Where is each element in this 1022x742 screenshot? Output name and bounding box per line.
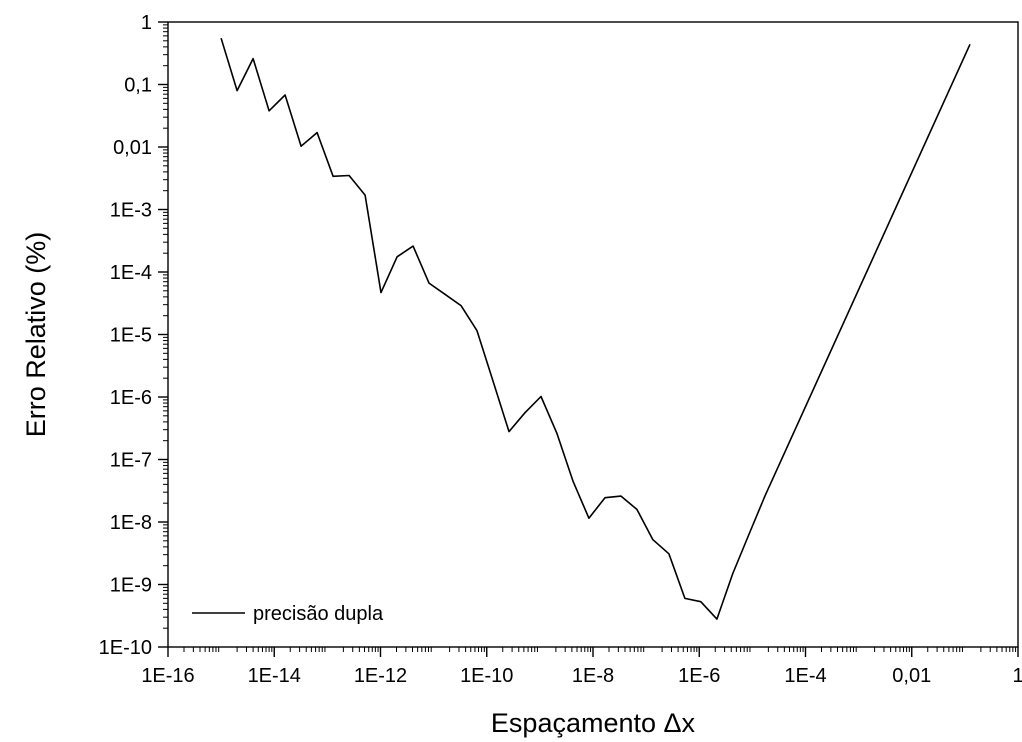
y-tick-label: 1E-6 xyxy=(110,387,152,409)
y-tick-label: 1E-9 xyxy=(110,575,152,597)
x-tick-label: 1E-16 xyxy=(141,665,194,687)
tick-labels: 1E-16 1E-14 1E-12 1E-10 1E-8 1E-6 1E-4 0,01 1 1E-… xyxy=(99,12,1022,687)
y-tick-label: 1E-5 xyxy=(110,325,152,347)
y-tick-label: 1E-7 xyxy=(110,450,152,472)
major-ticks xyxy=(158,21,1019,657)
y-axis-title: Erro Relativo (%) xyxy=(21,232,51,438)
x-tick-label: 1E-8 xyxy=(572,665,614,687)
x-tick-label: 1E-10 xyxy=(460,665,513,687)
y-tick-label: 0,01 xyxy=(113,137,152,159)
series-line xyxy=(220,37,971,620)
y-tick-label: 1E-4 xyxy=(110,262,152,284)
y-tick-label: 0,1 xyxy=(124,75,152,97)
x-tick-label: 1E-14 xyxy=(248,665,301,687)
legend-label: precisão dupla xyxy=(253,603,384,625)
series-layer xyxy=(220,37,971,620)
y-tick-label: 1E-3 xyxy=(110,200,152,222)
legend: precisão dupla xyxy=(192,603,384,625)
y-tick-label: 1E-10 xyxy=(99,637,152,659)
x-tick-label: 1E-12 xyxy=(354,665,407,687)
y-tick-label: 1 xyxy=(141,12,152,34)
x-tick-label: 1E-4 xyxy=(784,665,826,687)
minor-ticks xyxy=(163,24,1017,652)
x-tick-label: 0,01 xyxy=(892,665,931,687)
x-tick-label: 1E-6 xyxy=(678,665,720,687)
y-tick-label: 1E-8 xyxy=(110,512,152,534)
x-tick-label: 1 xyxy=(1012,665,1022,687)
plot-area-frame xyxy=(167,21,1019,648)
x-axis-title: Espaçamento Δx xyxy=(491,708,696,738)
